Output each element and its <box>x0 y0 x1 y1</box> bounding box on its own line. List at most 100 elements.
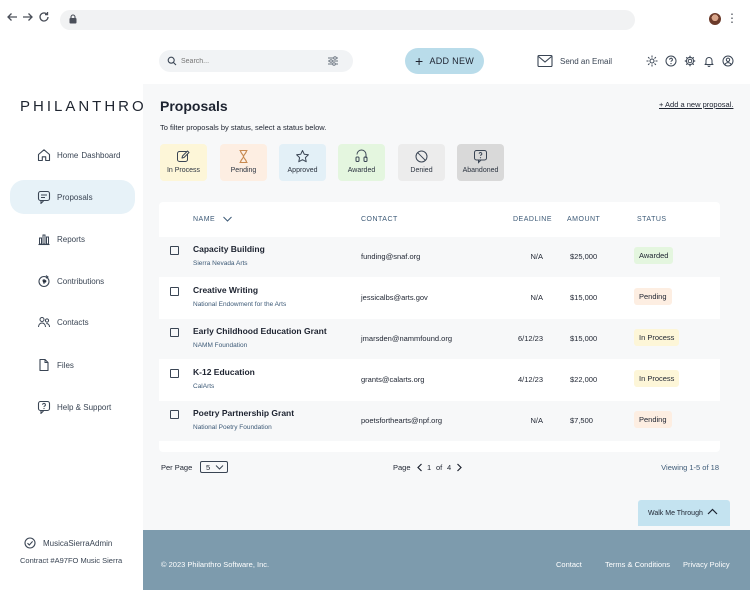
proposal-amount: $7,500 <box>570 416 593 425</box>
bar-chart-icon <box>38 234 50 246</box>
proposal-name[interactable]: K-12 Education <box>193 367 255 377</box>
viewing-count: Viewing 1-5 of 18 <box>661 463 719 472</box>
sidebar-item-files[interactable]: Files <box>10 348 135 382</box>
sidebar-item-sublabel: Dashboard <box>81 150 121 160</box>
search-icon <box>167 56 177 66</box>
add-new-button[interactable]: + ADD NEW <box>405 48 484 74</box>
proposal-amount: $22,000 <box>570 375 598 384</box>
proposal-name[interactable]: Capacity Building <box>193 244 265 254</box>
account-name: MusicaSierraAdmin <box>43 539 113 548</box>
bell-icon[interactable] <box>703 55 715 67</box>
col-header-status[interactable]: STATUS <box>637 216 667 223</box>
footer-link-privacy[interactable]: Privacy Policy <box>683 560 730 569</box>
sidebar-item-proposals[interactable]: Proposals <box>10 180 135 214</box>
sidebar-item-label: Reports <box>57 234 86 244</box>
walk-me-through-button[interactable]: Walk Me Through <box>638 500 730 526</box>
sidebar-item-contacts[interactable]: Contacts <box>10 305 135 339</box>
walk-me-through-label: Walk Me Through <box>648 509 703 517</box>
send-email-label: Send an Email <box>560 56 613 66</box>
prev-page-icon[interactable] <box>416 463 423 474</box>
people-icon <box>38 317 50 328</box>
table-row[interactable]: Capacity Building Sierra Nevada Arts fun… <box>159 237 720 277</box>
per-page-select[interactable]: 5 <box>200 461 228 473</box>
table-row[interactable]: K-12 Education CalArts grants@calarts.or… <box>159 360 720 400</box>
chevron-up-icon <box>707 508 718 515</box>
copyright: © 2023 Philanthro Software, Inc. <box>161 560 270 569</box>
reload-icon[interactable] <box>37 11 51 25</box>
proposal-contact[interactable]: poetsforthearts@npf.org <box>361 416 442 425</box>
add-new-label: ADD NEW <box>429 56 475 66</box>
footer-link-contact[interactable]: Contact <box>556 560 582 569</box>
col-header-contact[interactable]: CONTACT <box>361 216 398 223</box>
table-row[interactable]: Creative Writing National Endowment for … <box>159 278 720 318</box>
table-row[interactable]: Early Childhood Education Grant NAMM Fou… <box>159 319 720 359</box>
status-filter-in-process[interactable]: In Process <box>160 144 207 181</box>
proposal-org: CalArts <box>193 383 215 390</box>
status-filter-pending[interactable]: Pending <box>220 144 267 181</box>
proposal-amount: $15,000 <box>570 334 598 343</box>
user-circle-icon[interactable] <box>722 55 734 67</box>
status-filter-awarded[interactable]: Awarded <box>338 144 385 181</box>
logo: PHILANTHRO <box>20 98 147 115</box>
col-header-amount[interactable]: AMOUNT <box>567 216 601 223</box>
footer-link-terms[interactable]: Terms & Conditions <box>605 560 671 569</box>
col-header-name[interactable]: NAME <box>193 216 232 223</box>
proposal-amount: $25,000 <box>570 252 598 261</box>
sort-chevron-icon[interactable] <box>222 216 232 222</box>
filter-sliders-icon[interactable] <box>327 55 339 67</box>
row-checkbox[interactable] <box>170 369 179 378</box>
page-label: Page <box>393 463 411 472</box>
help-icon <box>37 400 51 414</box>
proposal-org: National Poetry Foundation <box>193 424 272 431</box>
sidebar-item-label: Proposals <box>57 192 93 202</box>
check-circle-icon <box>24 537 36 549</box>
row-checkbox[interactable] <box>170 246 179 255</box>
proposal-org: Sierra Nevada Arts <box>193 260 248 267</box>
browser-profile-avatar[interactable] <box>709 13 721 25</box>
row-checkbox[interactable] <box>170 410 179 419</box>
table-row[interactable]: Poetry Partnership Grant National Poetry… <box>159 401 720 441</box>
sidebar-item-home[interactable]: Home Dashboard <box>10 138 135 172</box>
send-email-link[interactable]: Send an Email <box>537 52 612 70</box>
of-label: of <box>436 463 443 472</box>
proposal-name[interactable]: Poetry Partnership Grant <box>193 408 295 418</box>
sidebar-item-contributions[interactable]: Contributions <box>10 264 135 298</box>
footer: © 2023 Philanthro Software, Inc. Contact… <box>143 530 750 590</box>
help-circle-icon[interactable] <box>665 55 677 67</box>
proposal-contact[interactable]: grants@calarts.org <box>361 375 425 384</box>
app-header: + ADD NEW Send an Email <box>143 38 750 84</box>
proposal-contact[interactable]: jessicalbs@arts.gov <box>361 293 428 302</box>
address-bar[interactable] <box>60 10 635 30</box>
browser-menu-icon[interactable]: ⋮ <box>726 11 738 25</box>
next-page-icon[interactable] <box>456 463 463 474</box>
contract-label: Contract #A97FO Music Sierra <box>20 556 123 565</box>
status-badge: In Process <box>634 370 680 387</box>
forward-icon[interactable] <box>21 11 35 25</box>
status-filter-approved[interactable]: Approved <box>279 144 326 181</box>
back-icon[interactable] <box>5 11 19 25</box>
sidebar-item-help[interactable]: Help & Support <box>10 390 135 424</box>
status-filter-abandoned[interactable]: Abandoned <box>457 144 504 181</box>
sidebar-item-reports[interactable]: Reports <box>10 222 135 256</box>
sidebar: PHILANTHRO Home Dashboard Proposals Repor… <box>0 38 144 590</box>
current-page: 1 <box>427 463 432 472</box>
row-checkbox[interactable] <box>170 287 179 296</box>
proposal-name[interactable]: Early Childhood Education Grant <box>193 326 327 336</box>
proposal-contact[interactable]: funding@snaf.org <box>361 252 421 261</box>
gear-icon[interactable] <box>684 55 696 67</box>
proposal-org: NAMM Foundation <box>193 342 248 349</box>
col-header-deadline[interactable]: DEADLINE <box>513 216 553 223</box>
file-icon <box>39 358 49 372</box>
per-page-label: Per Page <box>161 463 193 472</box>
proposal-contact[interactable]: jmarsden@nammfound.org <box>361 334 452 343</box>
proposal-deadline: 4/12/23 <box>517 375 543 384</box>
status-filter-denied[interactable]: Denied <box>398 144 445 181</box>
search-bar[interactable] <box>159 50 353 72</box>
row-checkbox[interactable] <box>170 328 179 337</box>
sun-icon[interactable] <box>646 55 658 67</box>
proposal-deadline: 6/12/23 <box>517 334 543 343</box>
proposal-name[interactable]: Creative Writing <box>193 285 259 295</box>
add-proposal-link[interactable]: + Add a new proposal. <box>659 100 734 109</box>
search-input[interactable] <box>181 54 321 68</box>
sidebar-item-label: Help & Support <box>57 402 112 412</box>
